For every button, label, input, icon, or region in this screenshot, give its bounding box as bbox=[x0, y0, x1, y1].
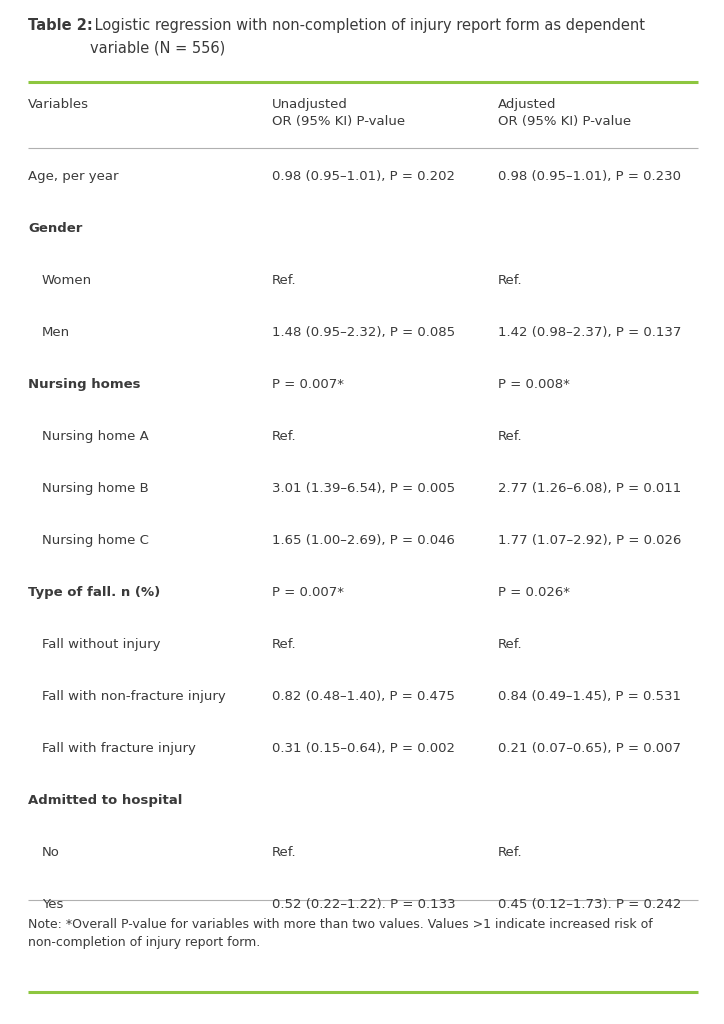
Text: 0.45 (0.12–1.73). P = 0.242: 0.45 (0.12–1.73). P = 0.242 bbox=[498, 898, 681, 911]
Text: P = 0.008*: P = 0.008* bbox=[498, 378, 570, 391]
Text: 1.77 (1.07–2.92), P = 0.026: 1.77 (1.07–2.92), P = 0.026 bbox=[498, 534, 681, 547]
Text: Women: Women bbox=[42, 274, 92, 287]
Text: Fall without injury: Fall without injury bbox=[42, 638, 161, 651]
Text: Variables: Variables bbox=[28, 98, 89, 111]
Text: Fall with non-fracture injury: Fall with non-fracture injury bbox=[42, 690, 226, 703]
Text: Ref.: Ref. bbox=[272, 638, 297, 651]
Text: Adjusted
OR (95% KI) P-value: Adjusted OR (95% KI) P-value bbox=[498, 98, 631, 128]
Text: Note: *Overall P-value for variables with more than two values. Values >1 indica: Note: *Overall P-value for variables wit… bbox=[28, 918, 653, 931]
Text: 3.01 (1.39–6.54), P = 0.005: 3.01 (1.39–6.54), P = 0.005 bbox=[272, 482, 455, 495]
Text: 0.52 (0.22–1.22). P = 0.133: 0.52 (0.22–1.22). P = 0.133 bbox=[272, 898, 455, 911]
Text: 1.65 (1.00–2.69), P = 0.046: 1.65 (1.00–2.69), P = 0.046 bbox=[272, 534, 455, 547]
Text: 0.84 (0.49–1.45), P = 0.531: 0.84 (0.49–1.45), P = 0.531 bbox=[498, 690, 681, 703]
Text: Ref.: Ref. bbox=[498, 274, 523, 287]
Text: Ref.: Ref. bbox=[272, 846, 297, 859]
Text: No: No bbox=[42, 846, 60, 859]
Text: Yes: Yes bbox=[42, 898, 64, 911]
Text: 0.21 (0.07–0.65), P = 0.007: 0.21 (0.07–0.65), P = 0.007 bbox=[498, 742, 681, 755]
Text: Nursing home A: Nursing home A bbox=[42, 430, 148, 443]
Text: Age, per year: Age, per year bbox=[28, 170, 119, 183]
Text: Nursing homes: Nursing homes bbox=[28, 378, 140, 391]
Text: Ref.: Ref. bbox=[272, 274, 297, 287]
Text: Ref.: Ref. bbox=[498, 846, 523, 859]
Text: Ref.: Ref. bbox=[498, 638, 523, 651]
Text: Fall with fracture injury: Fall with fracture injury bbox=[42, 742, 196, 755]
Text: Ref.: Ref. bbox=[272, 430, 297, 443]
Text: P = 0.026*: P = 0.026* bbox=[498, 586, 570, 599]
Text: 0.98 (0.95–1.01), P = 0.202: 0.98 (0.95–1.01), P = 0.202 bbox=[272, 170, 455, 183]
Text: 0.31 (0.15–0.64), P = 0.002: 0.31 (0.15–0.64), P = 0.002 bbox=[272, 742, 455, 755]
Text: non-completion of injury report form.: non-completion of injury report form. bbox=[28, 936, 260, 949]
Text: 1.48 (0.95–2.32), P = 0.085: 1.48 (0.95–2.32), P = 0.085 bbox=[272, 326, 455, 339]
Text: 0.82 (0.48–1.40), P = 0.475: 0.82 (0.48–1.40), P = 0.475 bbox=[272, 690, 455, 703]
Text: Men: Men bbox=[42, 326, 70, 339]
Text: Type of fall. n (%): Type of fall. n (%) bbox=[28, 586, 160, 599]
Text: Nursing home B: Nursing home B bbox=[42, 482, 148, 495]
Text: Table 2:: Table 2: bbox=[28, 18, 93, 33]
Text: P = 0.007*: P = 0.007* bbox=[272, 586, 344, 599]
Text: 2.77 (1.26–6.08), P = 0.011: 2.77 (1.26–6.08), P = 0.011 bbox=[498, 482, 681, 495]
Text: 0.98 (0.95–1.01), P = 0.230: 0.98 (0.95–1.01), P = 0.230 bbox=[498, 170, 681, 183]
Text: Nursing home C: Nursing home C bbox=[42, 534, 149, 547]
Text: Unadjusted
OR (95% KI) P-value: Unadjusted OR (95% KI) P-value bbox=[272, 98, 405, 128]
Text: 1.42 (0.98–2.37), P = 0.137: 1.42 (0.98–2.37), P = 0.137 bbox=[498, 326, 681, 339]
Text: Admitted to hospital: Admitted to hospital bbox=[28, 794, 182, 807]
Text: P = 0.007*: P = 0.007* bbox=[272, 378, 344, 391]
Text: Ref.: Ref. bbox=[498, 430, 523, 443]
Text: Gender: Gender bbox=[28, 222, 83, 234]
Text: Logistic regression with non-completion of injury report form as dependent
varia: Logistic regression with non-completion … bbox=[90, 18, 645, 55]
